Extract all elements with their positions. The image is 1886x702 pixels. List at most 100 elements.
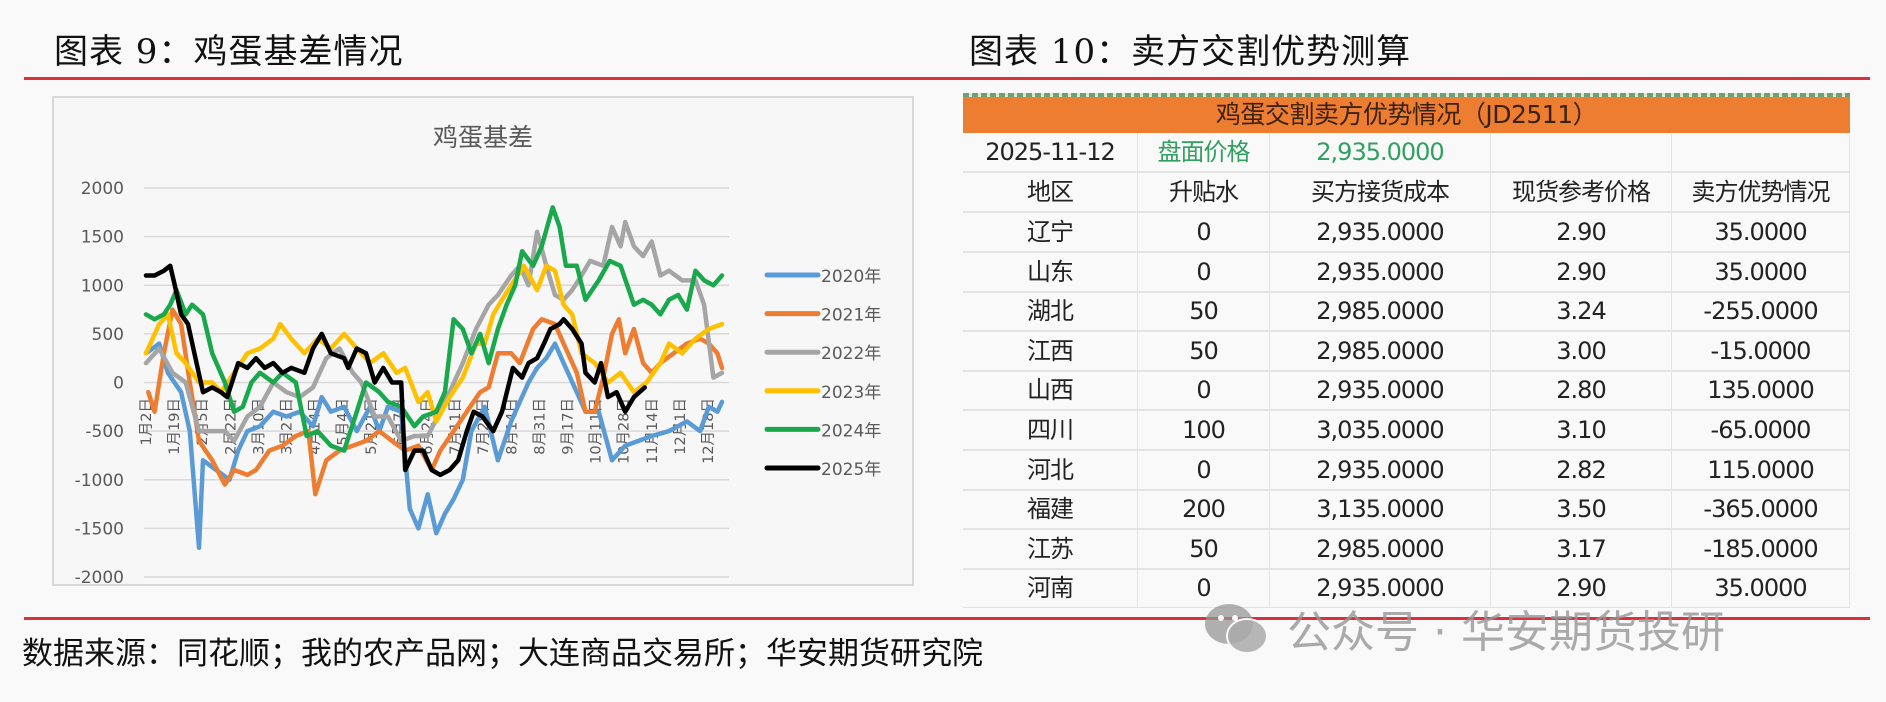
bottom-divider	[24, 617, 1870, 620]
buyer-cost-cell: 2,935.0000	[1270, 371, 1491, 410]
table-title: 鸡蛋交割卖方优势情况（JD2511）	[963, 97, 1850, 133]
region-cell: 江苏	[963, 529, 1138, 568]
table-row: 福建 200 3,135.0000 3.50 -365.0000	[963, 490, 1850, 531]
y-tick-label: -1000	[75, 471, 124, 491]
y-tick-label: -500	[85, 422, 124, 442]
spot-price-cell: 2.90	[1491, 252, 1672, 291]
table-row: 山东 0 2,935.0000 2.90 35.0000	[963, 252, 1850, 293]
info-row: 2025-11-12 盘面价格 2,935.0000	[963, 133, 1850, 173]
column-header: 升贴水	[1138, 173, 1270, 211]
premium-cell: 0	[1138, 450, 1270, 489]
table-top-border	[963, 93, 1850, 97]
data-source-note: 数据来源：同花顺；我的农产品网；大连商品交易所；华安期货研究院	[22, 636, 983, 672]
y-axis-ticks: 2000 1500 1000 500 0 -500 -1000 -1500 -2000	[75, 179, 124, 588]
column-header: 现货参考价格	[1491, 173, 1672, 211]
buyer-cost-cell: 2,985.0000	[1270, 529, 1491, 568]
y-tick-label: 1500	[81, 228, 124, 248]
seller-advantage-cell: 35.0000	[1672, 569, 1850, 608]
buyer-cost-cell: 2,985.0000	[1270, 331, 1491, 370]
spot-price-cell: 2.90	[1491, 213, 1672, 251]
y-tick-label: 1000	[81, 276, 124, 296]
spot-price-cell: 2.90	[1491, 569, 1672, 608]
region-cell: 四川	[963, 411, 1138, 449]
x-tick-label: 8月31日	[532, 398, 548, 455]
x-tick-label: 9月17日	[561, 398, 577, 455]
y-tick-label: -1500	[75, 519, 124, 539]
column-header: 地区	[963, 173, 1138, 211]
x-tick-label: 11月14日	[645, 398, 661, 464]
empty-cell	[1672, 133, 1850, 171]
premium-cell: 50	[1138, 292, 1270, 331]
region-cell: 辽宁	[963, 213, 1138, 251]
series-line-2020年	[143, 341, 725, 551]
legend: 2020年 2021年 2022年 2023年 2024年 2025年	[764, 267, 881, 480]
spot-price-cell: 2.80	[1491, 371, 1672, 410]
buyer-cost-cell: 3,135.0000	[1270, 490, 1491, 529]
table-row: 山西 0 2,935.0000 2.80 135.0000	[963, 371, 1850, 412]
y-tick-label: 0	[113, 374, 124, 394]
table-row: 江西 50 2,985.0000 3.00 -15.0000	[963, 331, 1850, 372]
seller-advantage-table: 鸡蛋交割卖方优势情况（JD2511） 2025-11-12 盘面价格 2,935.0…	[963, 93, 1850, 608]
premium-cell: 200	[1138, 490, 1270, 529]
wechat-icon	[1203, 600, 1269, 656]
series-line-2021年	[146, 307, 725, 497]
seller-advantage-cell: -185.0000	[1672, 529, 1850, 568]
premium-cell: 0	[1138, 252, 1270, 291]
region-cell: 湖北	[963, 292, 1138, 331]
date-cell: 2025-11-12	[963, 133, 1138, 171]
y-tick-label: -2000	[75, 568, 124, 588]
region-cell: 山西	[963, 371, 1138, 410]
premium-cell: 0	[1138, 569, 1270, 608]
table-row: 四川 100 3,035.0000 3.10 -65.0000	[963, 411, 1850, 451]
y-tick-label: 2000	[81, 179, 124, 199]
spot-price-cell: 3.00	[1491, 331, 1672, 370]
spot-price-cell: 2.82	[1491, 450, 1672, 489]
region-cell: 河南	[963, 569, 1138, 608]
seller-advantage-cell: 35.0000	[1672, 213, 1850, 251]
legend-label: 2025年	[821, 460, 881, 480]
table-row: 河南 0 2,935.0000 2.90 35.0000	[963, 569, 1850, 608]
legend-label: 2020年	[821, 267, 881, 287]
premium-cell: 50	[1138, 331, 1270, 370]
series-line-2022年	[143, 219, 725, 444]
spot-price-cell: 3.17	[1491, 529, 1672, 568]
spot-price-cell: 3.50	[1491, 490, 1672, 529]
region-cell: 江西	[963, 331, 1138, 370]
column-header: 卖方优势情况	[1672, 173, 1850, 211]
seller-advantage-cell: 135.0000	[1672, 371, 1850, 410]
buyer-cost-cell: 2,935.0000	[1270, 213, 1491, 251]
chart-title: 鸡蛋基差	[433, 123, 533, 152]
seller-advantage-cell: -15.0000	[1672, 331, 1850, 370]
column-header: 买方接货成本	[1270, 173, 1491, 211]
buyer-cost-cell: 2,985.0000	[1270, 292, 1491, 331]
buyer-cost-cell: 2,935.0000	[1270, 450, 1491, 489]
series-line-2025年	[143, 263, 648, 478]
legend-label: 2021年	[821, 306, 881, 326]
seller-advantage-cell: -365.0000	[1672, 490, 1850, 529]
figure-10-title: 图表 10：卖方交割优势测算	[969, 32, 1412, 72]
seller-advantage-cell: -65.0000	[1672, 411, 1850, 449]
legend-label: 2022年	[821, 344, 881, 364]
figure-9-title: 图表 9：鸡蛋基差情况	[54, 32, 404, 72]
legend-label: 2024年	[821, 421, 881, 441]
series-line-2024年	[143, 205, 725, 453]
futures-label: 盘面价格	[1138, 133, 1270, 171]
premium-cell: 100	[1138, 411, 1270, 449]
table-row: 河北 0 2,935.0000 2.82 115.0000	[963, 450, 1850, 491]
premium-cell: 0	[1138, 213, 1270, 251]
buyer-cost-cell: 2,935.0000	[1270, 569, 1491, 608]
x-tick-label: 1月2日	[139, 398, 155, 445]
seller-advantage-cell: 35.0000	[1672, 252, 1850, 291]
region-cell: 河北	[963, 450, 1138, 489]
seller-advantage-cell: -255.0000	[1672, 292, 1850, 331]
header-row: 地区 升贴水 买方接货成本 现货参考价格 卖方优势情况	[963, 173, 1850, 213]
buyer-cost-cell: 3,035.0000	[1270, 411, 1491, 449]
buyer-cost-cell: 2,935.0000	[1270, 252, 1491, 291]
empty-cell	[1491, 133, 1672, 171]
y-tick-label: 500	[92, 325, 124, 345]
spot-price-cell: 3.24	[1491, 292, 1672, 331]
watermark: 公众号 · 华安期货投研	[1203, 598, 1725, 658]
table-row: 江苏 50 2,985.0000 3.17 -185.0000	[963, 529, 1850, 570]
x-tick-label: 1月19日	[167, 398, 183, 455]
